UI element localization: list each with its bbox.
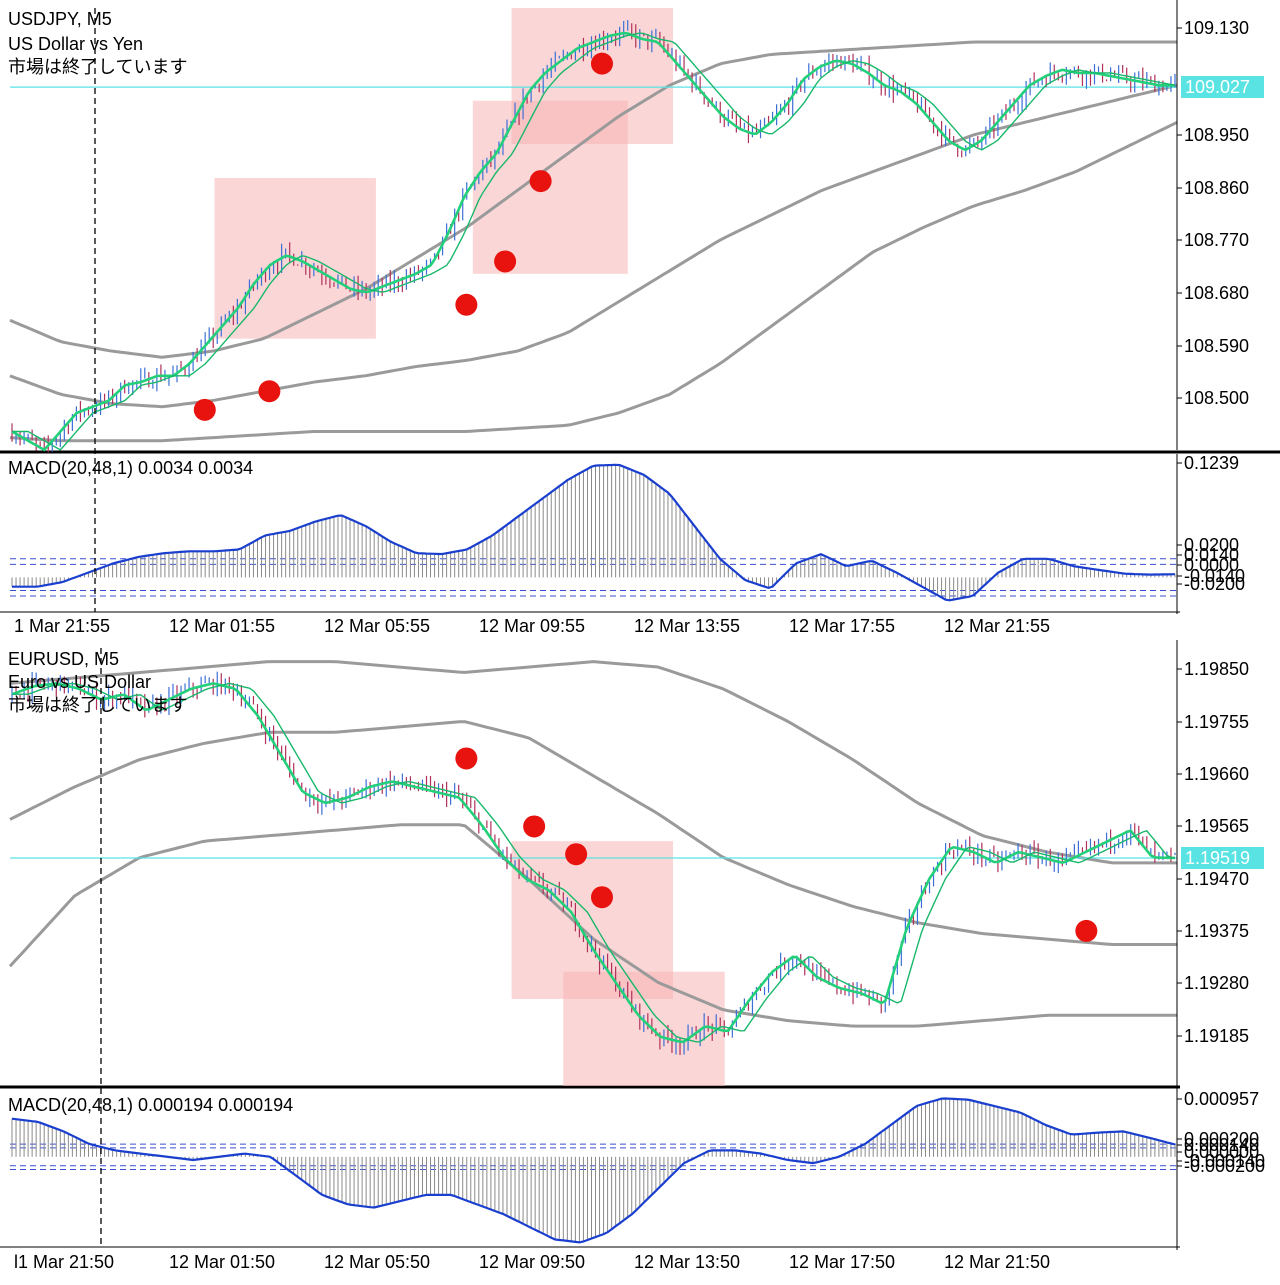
usdjpy-y-tick-label: 108.950 (1184, 125, 1249, 145)
usdjpy-description: US Dollar vs Yen (8, 34, 144, 54)
eurusd-y-tick-label: 1.19185 (1184, 1026, 1249, 1046)
usdjpy-macd-y-tick-label: -0.0200 (1184, 574, 1245, 594)
usdjpy-highlight-box (511, 8, 674, 144)
usdjpy-ma-fast (11, 31, 1175, 452)
usdjpy-y-tick-label: 109.130 (1184, 18, 1249, 38)
usdjpy-signal-dot (193, 398, 216, 421)
usdjpy-y-tick-label: 108.590 (1184, 336, 1249, 356)
eurusd-x-tick-label: l1 Mar 21:50 (14, 1252, 114, 1272)
eurusd-ma-fast (11, 682, 1176, 1044)
usdjpy-macd-macd-line (12, 463, 1176, 602)
eurusd-x-tick-label: 12 Mar 17:50 (789, 1252, 895, 1272)
eurusd-y-tick-label: 1.19755 (1184, 712, 1249, 732)
eurusd-macd-y-tick-label: 0.000000 (1184, 1142, 1259, 1162)
eurusd-x-tick-label: 12 Mar 09:50 (479, 1252, 585, 1272)
usdjpy-x-tick-label: 12 Mar 17:55 (789, 616, 895, 636)
eurusd-x-tick-label: 12 Mar 01:50 (169, 1252, 275, 1272)
usdjpy-ma-slow (12, 32, 1176, 451)
eurusd-y-tick-label: 1.19660 (1184, 764, 1249, 784)
eurusd-macd-y-tick-label: -0.000200 (1184, 1156, 1265, 1176)
usdjpy-x-tick-label: 12 Mar 05:55 (324, 616, 430, 636)
eurusd-market-status: 市場は終了しています (8, 695, 188, 715)
usdjpy-current-price-tag: 109.027 (1181, 76, 1264, 99)
eurusd-x-tick-label: 12 Mar 13:50 (634, 1252, 740, 1272)
usdjpy-x-tick-label: 12 Mar 13:55 (634, 616, 740, 636)
eurusd-macd-title: MACD(20,48,1) 0.000194 0.000194 (8, 1095, 294, 1115)
eurusd-y-tick-label: 1.19850 (1184, 659, 1249, 679)
eurusd-macd-y-tick-label: 0.000140 (1184, 1135, 1259, 1155)
usdjpy-macd-y-tick-label: 0.0200 (1184, 535, 1239, 555)
usdjpy-symbol-line: USDJPY, M5 (8, 9, 112, 29)
eurusd-macd-macd-line (11, 1097, 1176, 1244)
usdjpy-signal-dot (455, 293, 478, 316)
eurusd-signal-dot (565, 843, 588, 866)
usdjpy-x-tick-label: 1 Mar 21:55 (14, 616, 110, 636)
eurusd-band-upper (9, 660, 1177, 865)
usdjpy-y-tick-label: 108.860 (1184, 178, 1249, 198)
usdjpy-x-tick-label: 12 Mar 09:55 (479, 616, 585, 636)
eurusd-ma-slow (12, 682, 1176, 1043)
eurusd-x-tick-label: 12 Mar 05:50 (324, 1252, 430, 1272)
usdjpy-y-tick-label: 108.500 (1184, 388, 1249, 408)
eurusd-symbol-line: EURUSD, M5 (8, 649, 120, 669)
usdjpy-signal-dot (590, 52, 613, 75)
eurusd-signal-dot (1075, 919, 1098, 942)
usdjpy-macd-y-tick-label: 0.1239 (1184, 453, 1239, 473)
eurusd-y-tick-label: 1.19375 (1184, 921, 1249, 941)
usdjpy-y-tick-label: 108.680 (1184, 283, 1249, 303)
eurusd-y-tick-label: 1.19280 (1184, 973, 1249, 993)
eurusd-band-lower (8, 823, 1177, 1028)
eurusd-signal-dot (590, 886, 613, 909)
usdjpy-band-lower (9, 121, 1178, 443)
usdjpy-macd-title: MACD(20,48,1) 0.0034 0.0034 (8, 458, 254, 478)
eurusd-current-price-tag: 1.19519 (1181, 847, 1264, 870)
usdjpy-x-tick-label: 12 Mar 01:55 (169, 616, 275, 636)
eurusd-signal-dot (523, 815, 546, 838)
usdjpy-macd-y-tick-label: 0.0140 (1184, 545, 1239, 565)
eurusd-macd-y-tick-label: 0.000957 (1184, 1089, 1259, 1109)
usdjpy-signal-dot (258, 380, 281, 403)
usdjpy-signal-dot (529, 170, 552, 193)
eurusd-signal-dot (455, 747, 478, 770)
usdjpy-macd-y-tick-label: 0.0000 (1184, 555, 1239, 575)
usdjpy-y-tick-label: 108.770 (1184, 230, 1249, 250)
eurusd-macd-y-tick-label: -0.000140 (1184, 1151, 1265, 1171)
usdjpy-x-tick-label: 12 Mar 21:55 (944, 616, 1050, 636)
usdjpy-market-status: 市場は終了しています (8, 57, 188, 77)
eurusd-x-tick-label: 12 Mar 21:50 (944, 1252, 1050, 1272)
eurusd-y-tick-label: 1.19470 (1184, 869, 1249, 889)
eurusd-description: Euro vs US Dollar (8, 672, 152, 692)
usdjpy-macd-y-tick-label: -0.0140 (1184, 566, 1245, 586)
usdjpy-band-upper (9, 40, 1177, 359)
eurusd-band-middle (9, 720, 1177, 946)
usdjpy-signal-dot (494, 250, 517, 273)
eurusd-y-tick-label: 1.19565 (1184, 816, 1249, 836)
eurusd-macd-y-tick-label: 0.000200 (1184, 1129, 1259, 1149)
